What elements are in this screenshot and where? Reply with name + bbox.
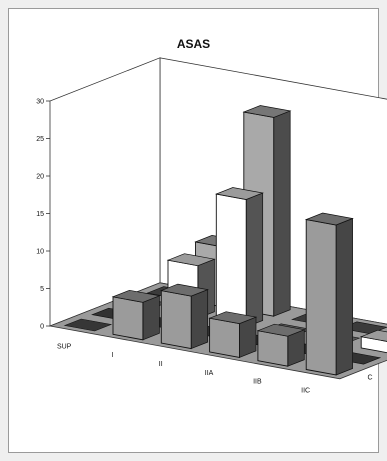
y-tick-label: 10: [36, 249, 44, 256]
bar-top: [208, 311, 258, 324]
bar-front: [360, 336, 387, 354]
bar-C-I: [111, 289, 161, 341]
bar-top: [242, 105, 292, 118]
bar-C-IIA: [208, 311, 258, 358]
bar-C-II: [160, 283, 209, 350]
y-tick-label: 25: [36, 136, 44, 143]
bar-front: [160, 290, 192, 350]
bar-front: [305, 218, 337, 376]
chart-title: ASAS: [176, 37, 211, 51]
bar-top: [160, 283, 209, 297]
x-tick-label: II: [159, 361, 163, 368]
bar-top: [166, 253, 216, 267]
bar-side: [239, 316, 257, 358]
bar-side: [142, 295, 160, 341]
x-tick-label: IIA: [205, 370, 214, 377]
bar-C-IIC: [304, 212, 354, 376]
y-tick-label: 30: [36, 99, 44, 106]
depth-tick-label: C: [368, 374, 373, 381]
y-tick-label: 5: [40, 286, 44, 293]
bar-side: [335, 217, 353, 376]
side-wall: [49, 57, 161, 327]
x-tick-label: IIB: [253, 379, 262, 386]
x-tick-label: IIC: [301, 387, 310, 394]
x-tick-label: I: [111, 352, 113, 359]
bar-top: [111, 289, 161, 303]
bar-front: [112, 296, 144, 341]
bar-top: [304, 212, 354, 226]
bar-side: [245, 192, 264, 328]
y-tick-label: 20: [36, 174, 44, 181]
bar-B-IIC: [359, 329, 387, 354]
y-tick-label: 15: [36, 211, 44, 218]
bar-side: [273, 110, 291, 317]
bar-top: [359, 329, 387, 342]
bar-side: [190, 289, 209, 350]
bar-B-II: [215, 187, 264, 328]
y-tick-label: 0: [40, 324, 44, 331]
bar-C-IIB: [256, 323, 306, 367]
bar-C-SUP: [63, 318, 113, 332]
bar-top: [256, 323, 306, 337]
bar-front: [209, 317, 240, 358]
bar-front: [215, 193, 247, 328]
bar-top: [215, 187, 264, 200]
bar-front: [257, 330, 289, 367]
x-tick-label: SUP: [57, 343, 72, 350]
